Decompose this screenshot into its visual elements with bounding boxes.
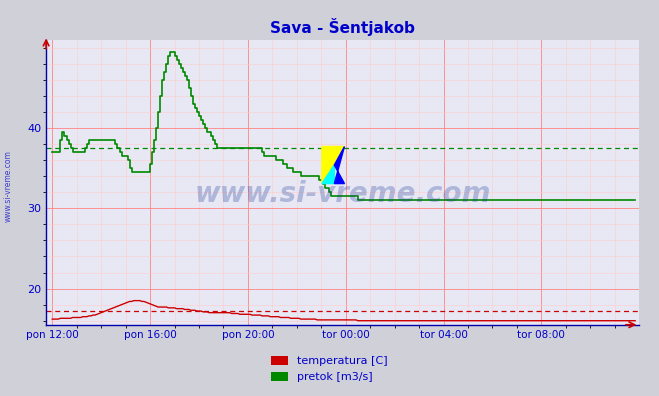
Polygon shape: [322, 165, 334, 184]
Text: www.si-vreme.com: www.si-vreme.com: [194, 179, 491, 208]
Polygon shape: [334, 147, 345, 184]
Polygon shape: [322, 147, 345, 184]
Text: www.si-vreme.com: www.si-vreme.com: [3, 150, 13, 222]
Legend: temperatura [C], pretok [m3/s]: temperatura [C], pretok [m3/s]: [267, 351, 392, 386]
Title: Sava - Šentjakob: Sava - Šentjakob: [270, 18, 415, 36]
